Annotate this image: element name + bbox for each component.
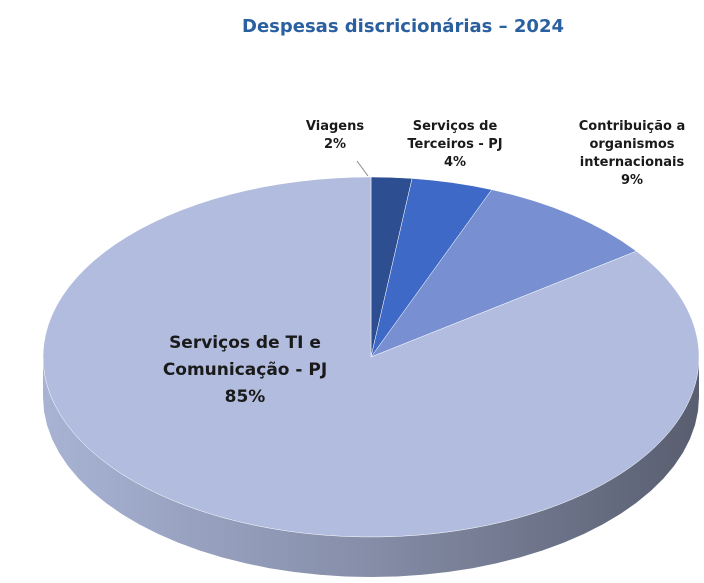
- leader-line: [356, 160, 369, 177]
- value-label: 4%: [443, 155, 467, 170]
- data-label: Viagens 2%: [300, 118, 370, 154]
- pie-slice: [370, 189, 637, 358]
- value-label: 85%: [224, 387, 266, 407]
- category-label: Serviços de Terceiros - PJ: [407, 119, 503, 152]
- data-label: Contribuição a organismos internacionais…: [562, 118, 702, 190]
- data-label: Serviços de Terceiros - PJ 4%: [400, 118, 510, 172]
- pie-side-shade: [43, 357, 699, 577]
- category-label: Viagens: [305, 119, 365, 134]
- category-label: Serviços de TI e Comunicação - PJ: [162, 333, 328, 380]
- value-label: 9%: [620, 173, 644, 188]
- category-label: Contribuição a organismos internacionais: [578, 119, 686, 170]
- chart-title: Despesas discricionárias – 2024: [242, 16, 564, 37]
- data-label: Serviços de TI e Comunicação - PJ 85%: [145, 330, 345, 411]
- pie-slice: [42, 176, 700, 538]
- value-label: 2%: [323, 137, 347, 152]
